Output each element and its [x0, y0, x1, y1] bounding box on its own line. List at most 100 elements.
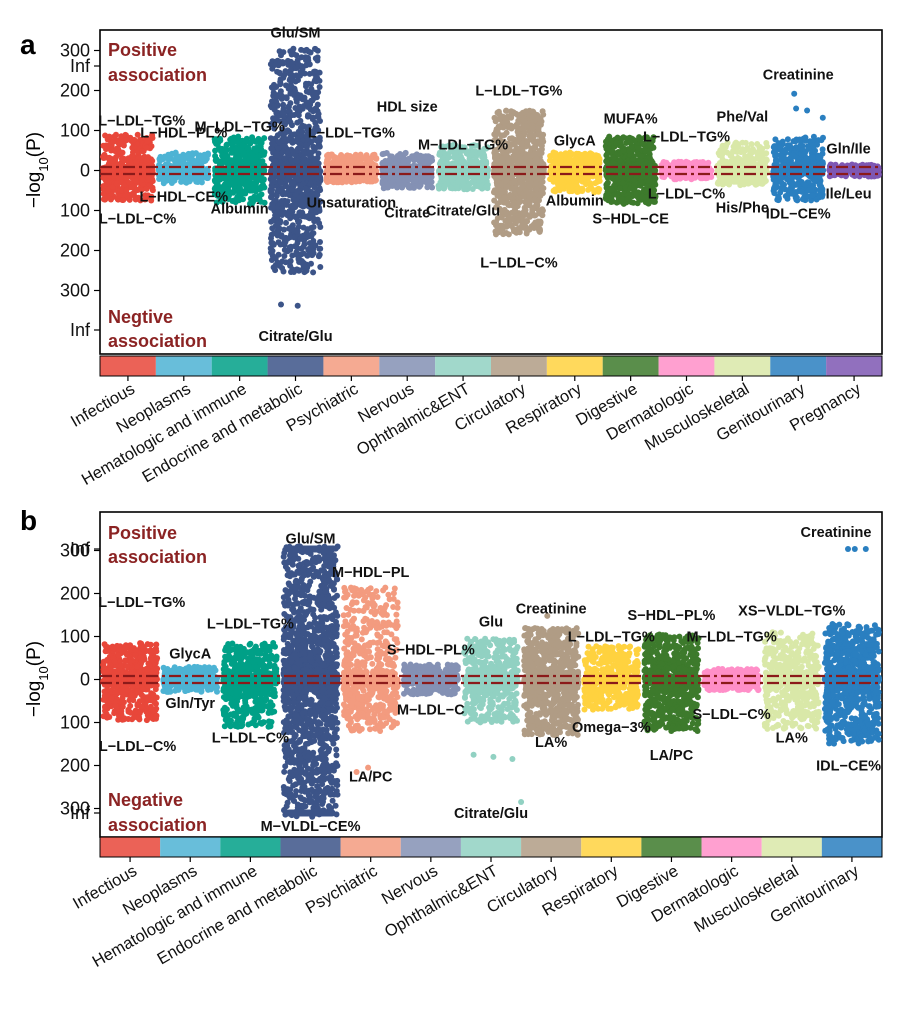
data-point	[303, 99, 310, 106]
data-point	[503, 184, 510, 191]
data-point	[453, 184, 460, 191]
data-point	[350, 175, 357, 182]
data-point	[295, 77, 301, 84]
data-point	[301, 70, 308, 77]
data-point	[532, 219, 539, 226]
data-point	[106, 133, 113, 140]
data-point	[465, 182, 472, 189]
data-point	[129, 144, 136, 151]
data-point	[280, 137, 287, 144]
data-point	[258, 137, 265, 144]
data-point	[282, 143, 288, 150]
data-point	[193, 150, 199, 157]
data-point	[269, 225, 276, 232]
data-point	[272, 262, 279, 269]
data-point	[289, 186, 296, 193]
data-point	[283, 167, 290, 174]
data-point	[526, 133, 533, 140]
data-point	[267, 188, 274, 195]
y-tick-label: 200	[60, 241, 90, 261]
data-point	[293, 157, 300, 164]
data-point	[104, 178, 111, 185]
data-point	[228, 157, 235, 164]
data-point	[276, 69, 283, 76]
data-point	[530, 144, 537, 151]
data-point	[523, 230, 530, 237]
data-point	[484, 185, 491, 192]
data-point	[297, 182, 304, 189]
data-point	[223, 142, 230, 149]
series-nervous	[379, 149, 436, 192]
data-point	[188, 160, 195, 167]
data-point	[193, 158, 199, 165]
data-point	[522, 207, 529, 214]
data-point	[314, 74, 321, 81]
data-point	[360, 155, 367, 162]
data-point	[313, 167, 320, 174]
data-point	[100, 153, 106, 160]
data-point	[222, 147, 229, 154]
data-point	[296, 259, 303, 265]
data-point	[317, 264, 324, 270]
data-point	[511, 178, 518, 185]
data-point	[536, 197, 542, 204]
data-point	[138, 187, 145, 194]
data-point	[539, 108, 546, 115]
y-tick-label: 0	[80, 161, 90, 181]
data-point	[513, 229, 520, 236]
data-point	[503, 209, 510, 216]
data-point	[293, 98, 300, 105]
data-point	[505, 156, 512, 163]
data-point	[310, 224, 317, 230]
data-point	[232, 180, 238, 187]
data-point	[268, 246, 275, 253]
data-point	[230, 138, 237, 145]
data-point	[297, 235, 304, 242]
data-point	[201, 154, 208, 161]
data-point	[212, 157, 219, 164]
data-point	[508, 223, 515, 229]
data-point	[476, 183, 483, 190]
data-point	[228, 146, 235, 153]
data-point	[311, 106, 318, 113]
data-point	[149, 132, 156, 139]
data-point	[146, 176, 153, 183]
data-point	[439, 159, 446, 166]
data-point	[143, 194, 150, 200]
data-point	[273, 152, 280, 159]
data-point	[270, 204, 277, 211]
data-point	[535, 125, 542, 132]
data-point	[116, 161, 123, 168]
data-point	[286, 208, 293, 215]
data-point	[108, 167, 115, 174]
data-point	[113, 131, 119, 138]
data-point	[294, 228, 301, 235]
data-point	[285, 174, 292, 181]
data-point	[225, 167, 232, 174]
data-point	[384, 184, 391, 191]
data-point	[316, 251, 323, 258]
data-point	[526, 183, 533, 190]
data-point	[311, 157, 318, 164]
data-point	[511, 185, 518, 192]
data-point	[288, 157, 295, 164]
data-point	[269, 252, 276, 259]
data-point	[315, 111, 322, 117]
data-point	[394, 184, 401, 191]
data-point	[518, 111, 524, 118]
data-point	[300, 149, 307, 155]
data-point	[220, 167, 226, 174]
data-point	[189, 175, 196, 182]
data-point	[291, 243, 298, 250]
data-point	[286, 85, 293, 92]
data-point	[343, 178, 350, 185]
data-point	[275, 187, 281, 194]
data-point	[255, 160, 262, 167]
data-point	[277, 81, 284, 88]
data-point	[292, 105, 299, 111]
y-axis-title: −log10(P)	[24, 132, 51, 208]
data-point	[283, 95, 290, 102]
data-point	[308, 86, 315, 92]
data-point	[133, 158, 140, 165]
